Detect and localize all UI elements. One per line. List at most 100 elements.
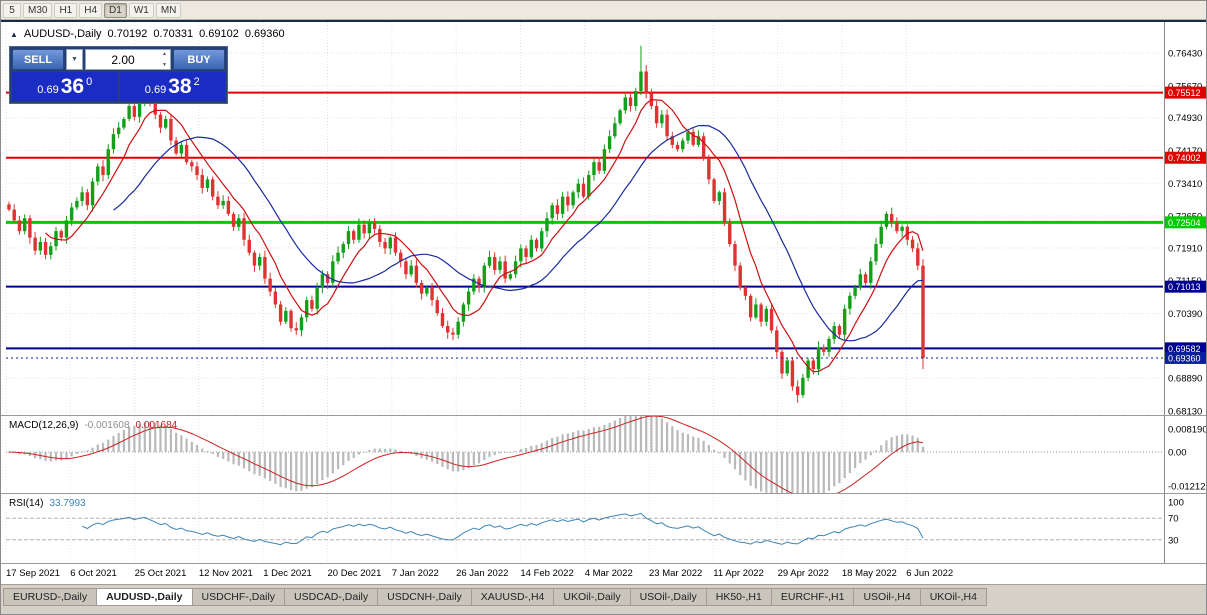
svg-text:100: 100 <box>1168 498 1184 509</box>
sell-price-base: 0.69 <box>37 83 59 96</box>
chart-bullet-icon: ▲ <box>10 29 18 39</box>
date-label: 6 Oct 2021 <box>70 568 117 579</box>
rsi-value: 33.7993 <box>49 498 86 509</box>
macd-signal-line <box>8 416 924 493</box>
svg-text:0.69582: 0.69582 <box>1168 344 1201 354</box>
candles-layer <box>7 45 925 403</box>
macd-axis-layer: 0.008190 0.00 -0.01212 <box>1164 416 1207 493</box>
chart-header: ▲ AUDUSD-,Daily 0.70192 0.70331 0.69102 … <box>10 28 285 40</box>
moving-averages-layer <box>45 99 924 373</box>
chart-tab-xauusd-h4[interactable]: XAUUSD-,H4 <box>471 588 555 606</box>
chart-symbol: AUDUSD-,Daily <box>23 28 102 40</box>
svg-text:0.71013: 0.71013 <box>1168 282 1201 292</box>
date-label: 25 Oct 2021 <box>134 568 187 579</box>
sell-button[interactable]: SELL <box>12 49 64 70</box>
volume-input[interactable] <box>86 50 170 69</box>
chart-tab-usdcad-daily[interactable]: USDCAD-,Daily <box>285 588 379 606</box>
svg-text:0.74930: 0.74930 <box>1168 113 1202 124</box>
svg-text:0.74170: 0.74170 <box>1168 146 1202 157</box>
buy-button[interactable]: BUY <box>173 49 225 70</box>
rsi-label: RSI(14) 33.7993 <box>9 498 86 509</box>
price-axis-layer: 0.764300.756700.749300.741700.734100.726… <box>1164 22 1206 416</box>
macd-main-value: -0.001608 <box>84 420 130 431</box>
sell-price-box[interactable]: 0.69 36 0 <box>12 72 118 101</box>
svg-text:0.73410: 0.73410 <box>1168 179 1202 190</box>
chart-tabbar: EURUSD-,Daily AUDUSD-,Daily USDCHF-,Daily U… <box>1 584 1206 614</box>
rsi-grid-layer <box>5 494 1163 563</box>
date-label: 6 Jun 2022 <box>906 568 954 579</box>
date-axis[interactable]: 17 Sep 2021 6 Oct 2021 25 Oct 2021 12 Nov 2… <box>1 563 1206 584</box>
timeframe-toolbar: 5 M30 H1 H4 D1 W1 MN <box>1 1 1206 20</box>
date-label: 29 Apr 2022 <box>777 568 829 579</box>
chart-tab-eurusd-daily[interactable]: EURUSD-,Daily <box>3 588 98 606</box>
macd-signal-value: 0.001684 <box>135 420 178 431</box>
svg-text:0.74002: 0.74002 <box>1168 153 1201 163</box>
macd-label: MACD(12,26,9) -0.001608 0.001684 <box>9 420 177 431</box>
date-label: 11 Apr 2022 <box>713 568 764 579</box>
timeframe-button-w1[interactable]: W1 <box>128 2 154 18</box>
trade-panel-top-row: SELL ▼ ▲▼ BUY <box>12 49 225 70</box>
timeframe-button-d1[interactable]: D1 <box>104 2 127 18</box>
rsi-canvas[interactable]: 100 70 30 <box>1 494 1207 563</box>
buy-price-pips: 38 <box>168 75 192 98</box>
timeframe-button-m30[interactable]: M30 <box>23 2 53 18</box>
horizontal-levels-layer <box>6 91 1163 350</box>
chart-tab-audusd-daily[interactable]: AUDUSD-,Daily <box>97 588 193 606</box>
volume-control: ▲▼ <box>85 49 171 70</box>
timeframe-button-h4[interactable]: H4 <box>79 2 103 18</box>
macd-name: MACD(12,26,9) <box>9 420 79 431</box>
spinner-down-icon[interactable]: ▼ <box>162 62 167 68</box>
macd-grid-layer <box>5 416 1163 493</box>
buy-price-base: 0.69 <box>144 83 167 96</box>
timeframe-button-mn[interactable]: MN <box>155 2 182 18</box>
date-label: 12 Nov 2021 <box>198 568 253 579</box>
buy-price-point: 2 <box>193 76 200 88</box>
date-label: 14 Feb 2022 <box>520 568 574 579</box>
svg-text:-0.01212: -0.01212 <box>1168 481 1206 492</box>
spinner-up-icon[interactable]: ▲ <box>162 51 167 57</box>
macd-canvas[interactable]: 0.008190 0.00 -0.01212 <box>1 416 1207 493</box>
svg-text:0.00: 0.00 <box>1168 448 1187 459</box>
rsi-name: RSI(14) <box>9 498 44 509</box>
date-label: 23 Mar 2022 <box>649 568 703 579</box>
macd-pane[interactable]: 0.008190 0.00 -0.01212 MACD(12,26,9) -0.00… <box>1 415 1206 493</box>
sell-price-point: 0 <box>86 76 93 88</box>
one-click-trading-panel: SELL ▼ ▲▼ BUY 0.69 36 0 0.69 38 2 <box>9 46 228 104</box>
buy-price-box[interactable]: 0.69 38 2 <box>119 72 225 101</box>
price-chart-pane[interactable]: 0.764300.756700.749300.741700.734100.726… <box>1 20 1206 415</box>
date-label: 4 Mar 2022 <box>584 568 633 579</box>
trade-panel-price-row: 0.69 36 0 0.69 38 2 <box>12 72 225 101</box>
volume-dropdown-button[interactable]: ▼ <box>66 49 83 70</box>
chart-tab-usdcnh-daily[interactable]: USDCNH-,Daily <box>378 588 472 606</box>
svg-text:0.71910: 0.71910 <box>1168 243 1202 254</box>
chart-tab-eurchf-h1[interactable]: EURCHF-,H1 <box>771 588 855 606</box>
svg-text:0.68130: 0.68130 <box>1168 407 1202 416</box>
sell-price-pips: 36 <box>60 75 85 98</box>
date-label: 1 Dec 2021 <box>263 568 312 579</box>
date-label: 17 Sep 2021 <box>6 568 60 579</box>
svg-text:0.75512: 0.75512 <box>1168 88 1201 98</box>
ohlc-close: 0.69360 <box>244 28 285 40</box>
chart-tab-ukoil-daily[interactable]: UKOil-,Daily <box>554 588 631 606</box>
chart-tab-usoil-daily[interactable]: USOil-,Daily <box>630 588 707 606</box>
date-label: 7 Jan 2022 <box>391 568 439 579</box>
volume-spinner[interactable]: ▲ ▼ <box>160 51 169 68</box>
chart-tab-hk50-h1[interactable]: HK50-,H1 <box>706 588 772 606</box>
ohlc-high: 0.70331 <box>153 28 194 40</box>
date-label: 26 Jan 2022 <box>456 568 509 579</box>
date-label: 20 Dec 2021 <box>327 568 382 579</box>
svg-text:0.68890: 0.68890 <box>1168 374 1202 385</box>
svg-text:0.008190: 0.008190 <box>1168 425 1207 436</box>
rsi-axis-layer: 100 70 30 <box>1164 494 1184 563</box>
timeframe-button-5[interactable]: 5 <box>3 2 21 18</box>
svg-text:30: 30 <box>1168 535 1179 546</box>
rsi-pane[interactable]: 100 70 30 RSI(14) 33.7993 <box>1 493 1206 563</box>
timeframe-button-h1[interactable]: H1 <box>54 2 78 18</box>
chart-tab-usdchf-daily[interactable]: USDCHF-,Daily <box>192 588 286 606</box>
svg-text:0.69360: 0.69360 <box>1168 353 1201 363</box>
chart-tab-usoil-h4[interactable]: USOil-,H4 <box>854 588 921 606</box>
chart-tab-ukoil-h4[interactable]: UKOil-,H4 <box>920 588 987 606</box>
ohlc-open: 0.70192 <box>107 28 148 40</box>
svg-text:0.70390: 0.70390 <box>1168 309 1202 320</box>
